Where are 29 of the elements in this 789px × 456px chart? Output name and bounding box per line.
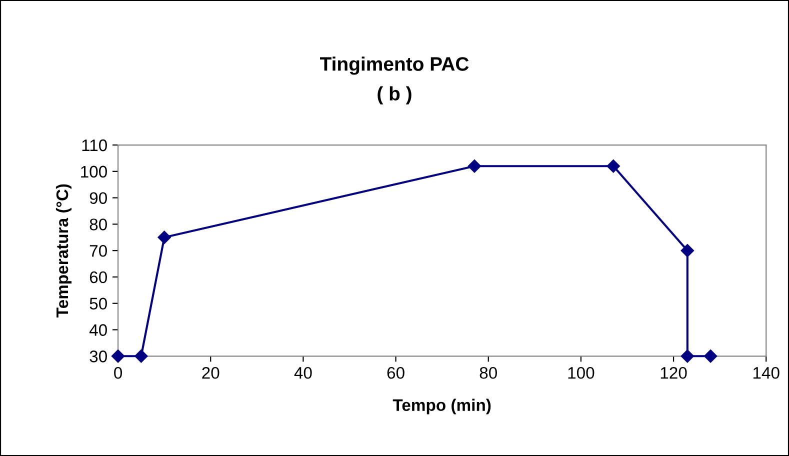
y-tick-label: 110 bbox=[82, 139, 107, 152]
chart-title: Tingimento PAC bbox=[320, 56, 469, 75]
y-tick-label: 80 bbox=[90, 218, 107, 230]
point bbox=[704, 350, 718, 363]
point bbox=[468, 160, 482, 173]
y-tick-label: 90 bbox=[90, 192, 107, 204]
y-tick-label: 50 bbox=[90, 298, 107, 310]
x-tick-label: 140 bbox=[753, 366, 780, 379]
point bbox=[158, 230, 171, 244]
y-axis-title: Temperatura (°C) bbox=[56, 184, 72, 318]
y-tick-label: 100 bbox=[81, 166, 107, 178]
chart-subtitle: ( b ) bbox=[378, 86, 412, 104]
point bbox=[606, 160, 620, 173]
point bbox=[680, 244, 694, 258]
x-tick-label: 20 bbox=[202, 366, 220, 379]
x-axis-title: Tempo (min) bbox=[392, 398, 491, 414]
point bbox=[111, 350, 125, 363]
x-tick-label: 0 bbox=[114, 366, 122, 379]
x-tick-label: 60 bbox=[387, 366, 404, 379]
point bbox=[680, 350, 694, 363]
y-tick-label: 60 bbox=[90, 271, 107, 284]
point bbox=[134, 350, 148, 363]
y-tick-label: 40 bbox=[89, 324, 107, 336]
x-tick-label: 80 bbox=[480, 366, 497, 379]
y-tick-label: 70 bbox=[90, 244, 107, 257]
x-tick-label: 120 bbox=[660, 366, 687, 379]
y-tick-label: 30 bbox=[90, 350, 107, 362]
x-tick-label: 40 bbox=[294, 366, 312, 379]
x-tick-label: 100 bbox=[568, 366, 594, 379]
